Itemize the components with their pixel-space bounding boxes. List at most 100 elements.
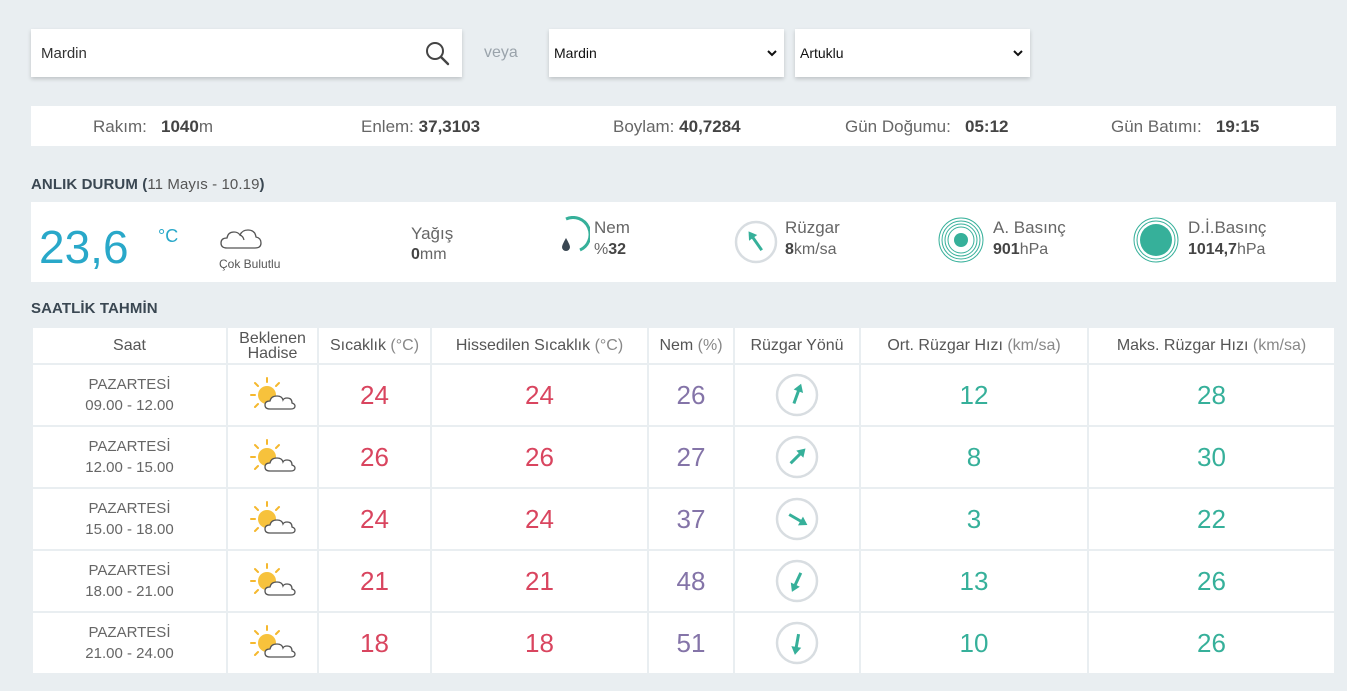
row-day: PAZARTESİ (88, 500, 171, 517)
altitude-unit: m (198, 117, 214, 136)
humidity-prefix: % (594, 241, 609, 258)
partly-cloudy-icon (249, 625, 296, 658)
table-row: PAZARTESİ 12.00 - 15.00 26 26 (33, 427, 1334, 487)
avg-wind-value: 12 (959, 379, 989, 410)
avg-wind-cell: 10 (861, 613, 1087, 673)
humidity-gauge-icon (562, 216, 590, 252)
event-cell (228, 365, 317, 425)
humidity-cell: 26 (649, 365, 733, 425)
feels-value: 26 (525, 441, 554, 472)
time-cell: PAZARTESİ 21.00 - 24.00 (33, 613, 226, 673)
header-max-wind: Maks. Rüzgar Hızı (km/sa) (1089, 328, 1334, 363)
humidity-cell: 48 (649, 551, 733, 611)
latitude-value: 37,3103 (418, 117, 481, 136)
humidity-value: 32 (608, 241, 627, 258)
temp-value: 24 (360, 379, 389, 410)
header-max-wind-unit: (km/sa) (1252, 337, 1307, 354)
row-time-range: 09.00 - 12.00 (85, 397, 174, 414)
wind-dir-cell (735, 613, 859, 673)
or-label: veya (484, 44, 518, 61)
precip-unit: mm (419, 246, 447, 263)
event-cell (228, 489, 317, 549)
sea-pressure-unit: hPa (1236, 241, 1266, 258)
altitude-label: Rakım: (93, 117, 147, 136)
avg-wind-value: 3 (966, 503, 982, 534)
search-icon[interactable] (424, 40, 450, 66)
temp-value: 18 (360, 627, 389, 658)
chevron-down-icon (1013, 50, 1023, 57)
wind-direction-arrow-icon (775, 559, 819, 603)
table-row: PAZARTESİ 18.00 - 21.00 21 21 (33, 551, 1334, 611)
wind-direction-arrow-icon (775, 497, 819, 541)
feels-value: 24 (525, 379, 554, 410)
row-day: PAZARTESİ (88, 376, 171, 393)
longitude-info: Boylam: 40,7284 (613, 117, 741, 137)
row-time-range: 18.00 - 21.00 (85, 583, 174, 600)
sunrise-label: Gün Doğumu: (845, 117, 951, 136)
header-avg-wind-unit: (km/sa) (1007, 337, 1061, 354)
time-cell: PAZARTESİ 09.00 - 12.00 (33, 365, 226, 425)
row-time-range: 12.00 - 15.00 (85, 459, 174, 476)
temp-value: 21 (360, 565, 389, 596)
temp-value: 24 (360, 503, 389, 534)
pressure-label: A. Basınç (993, 218, 1066, 237)
wind-direction-arrow-icon (775, 435, 819, 479)
search-input[interactable] (41, 44, 401, 62)
current-temperature: 23,6 (39, 221, 129, 273)
row-time-range: 21.00 - 24.00 (85, 645, 174, 662)
current-open-paren: ( (142, 176, 148, 193)
max-wind-value: 30 (1197, 441, 1226, 472)
header-humidity-unit: (%) (697, 337, 723, 354)
max-wind-value: 28 (1197, 379, 1226, 410)
avg-wind-cell: 13 (861, 551, 1087, 611)
row-day: PAZARTESİ (88, 624, 171, 641)
header-humidity-label: Nem (659, 337, 694, 354)
max-wind-cell: 26 (1089, 613, 1334, 673)
header-feels-unit: (°C) (594, 337, 624, 354)
pressure-unit: hPa (1019, 241, 1049, 258)
event-cell (228, 427, 317, 487)
temp-cell: 24 (319, 365, 430, 425)
condition-label: Çok Bulutlu (219, 257, 281, 271)
wind-dir-cell (735, 427, 859, 487)
header-event-line1: Beklenen (239, 329, 306, 347)
hourly-forecast-title: SAATLİK TAHMİN (31, 300, 158, 317)
feels-cell: 18 (432, 613, 647, 673)
wind-dir-cell (735, 551, 859, 611)
max-wind-cell: 30 (1089, 427, 1334, 487)
humidity-value: 27 (676, 441, 706, 472)
temp-value: 26 (360, 441, 389, 472)
feels-cell: 24 (432, 489, 647, 549)
latitude-label: Enlem: (361, 117, 414, 136)
longitude-value: 40,7284 (679, 117, 741, 136)
partly-cloudy-icon (249, 439, 296, 472)
humidity-value-group: %32 (594, 241, 626, 259)
humidity-label: Nem (594, 218, 630, 237)
max-wind-cell: 28 (1089, 365, 1334, 425)
header-avg-wind: Ort. Rüzgar Hızı (km/sa) (861, 328, 1087, 363)
pressure-icon (938, 217, 984, 263)
time-cell: PAZARTESİ 12.00 - 15.00 (33, 427, 226, 487)
hourly-forecast-table: Saat Beklenen Hadise Sıcaklık (°C) Hisse… (31, 326, 1336, 675)
avg-wind-value: 13 (959, 565, 989, 596)
humidity-value: 51 (676, 627, 706, 658)
province-select-value: Mardin (554, 45, 597, 61)
sunset-info: Gün Batımı: 19:15 (1111, 117, 1259, 137)
province-select[interactable]: Mardin (549, 29, 784, 77)
pressure-value: 901 (993, 241, 1020, 258)
temp-cell: 21 (319, 551, 430, 611)
feels-cell: 21 (432, 551, 647, 611)
table-row: PAZARTESİ 15.00 - 18.00 24 24 (33, 489, 1334, 549)
humidity-cell: 51 (649, 613, 733, 673)
sea-pressure-value: 1014,7 (1188, 241, 1237, 258)
header-wind-dir: Rüzgar Yönü (735, 328, 859, 363)
table-header-row: Saat Beklenen Hadise Sıcaklık (°C) Hisse… (33, 328, 1334, 363)
row-day: PAZARTESİ (88, 562, 171, 579)
current-conditions-title: ANLIK DURUM (11 Mayıs - 10.19) (31, 176, 265, 193)
humidity-value: 26 (676, 379, 706, 410)
partly-cloudy-icon (249, 501, 296, 534)
header-event-line2: Hadise (247, 344, 298, 362)
search-box[interactable] (31, 29, 462, 77)
max-wind-value: 26 (1197, 627, 1226, 658)
district-select[interactable]: Artuklu (795, 29, 1030, 77)
